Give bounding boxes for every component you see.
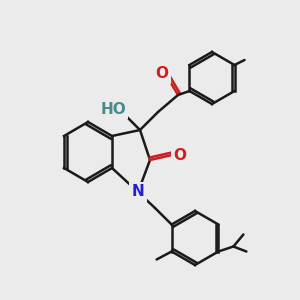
- Text: O: O: [155, 67, 169, 82]
- Text: HO: HO: [100, 101, 126, 116]
- Text: N: N: [132, 184, 144, 200]
- Text: O: O: [173, 148, 187, 163]
